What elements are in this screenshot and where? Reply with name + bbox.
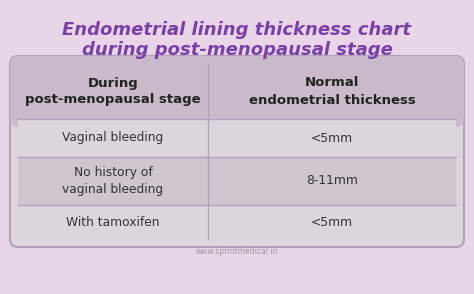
Bar — [18, 205, 456, 239]
Bar — [18, 119, 456, 157]
Text: www.sprintmedical.in: www.sprintmedical.in — [196, 248, 278, 256]
FancyBboxPatch shape — [10, 56, 464, 247]
Text: <5mm: <5mm — [311, 216, 353, 228]
Text: during post-menopausal stage: during post-menopausal stage — [82, 41, 392, 59]
Text: Vaginal bleeding: Vaginal bleeding — [63, 131, 164, 144]
Text: Normal
endometrial thickness: Normal endometrial thickness — [249, 76, 415, 106]
Text: During
post-menopausal stage: During post-menopausal stage — [25, 76, 201, 106]
Text: With tamoxifen: With tamoxifen — [66, 216, 160, 228]
Text: No history of
vaginal bleeding: No history of vaginal bleeding — [63, 166, 164, 196]
FancyBboxPatch shape — [10, 56, 464, 127]
Text: 8-11mm: 8-11mm — [306, 175, 358, 188]
Bar — [18, 91, 456, 119]
Text: <5mm: <5mm — [311, 131, 353, 144]
Text: Endometrial lining thickness chart: Endometrial lining thickness chart — [63, 21, 411, 39]
Bar — [18, 157, 456, 205]
